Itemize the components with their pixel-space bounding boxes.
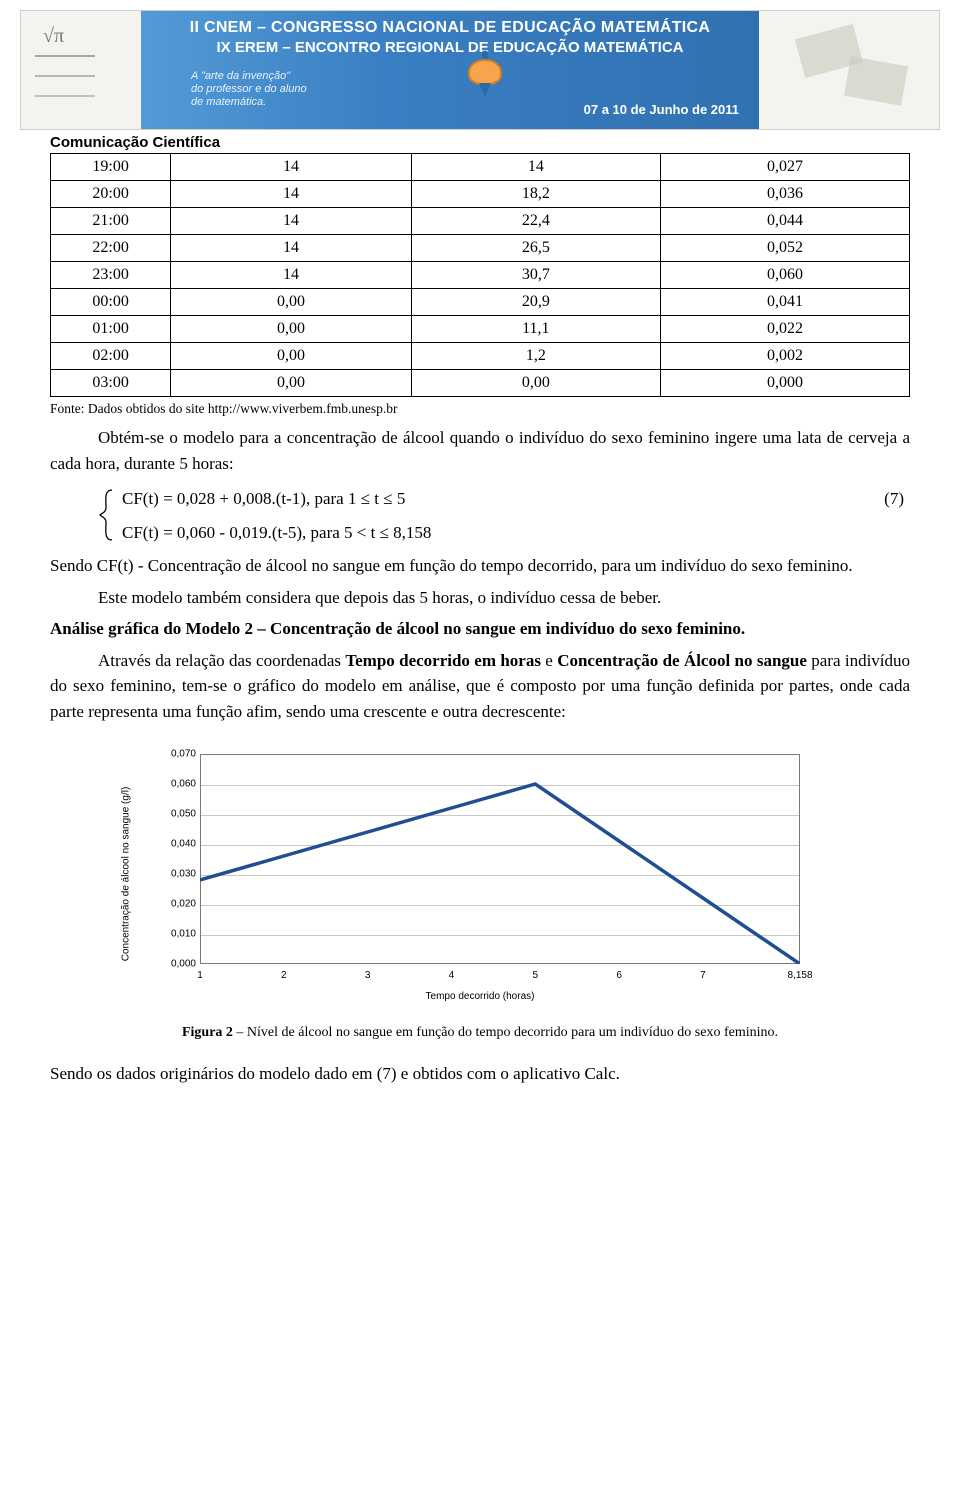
equation-line: CF(t) = 0,028 + 0,008.(t-1), para 1 ≤ t …	[122, 486, 405, 512]
table-source: Fonte: Dados obtidos do site http://www.…	[50, 399, 910, 419]
table-cell: 0,060	[660, 262, 909, 289]
banner-right-decor	[759, 11, 939, 130]
table-cell: 18,2	[411, 181, 660, 208]
equation-line: CF(t) = 0,060 - 0,019.(t-5), para 5 < t …	[122, 520, 431, 546]
table-cell: 19:00	[51, 154, 171, 181]
table-cell: 26,5	[411, 235, 660, 262]
table-cell: 20:00	[51, 181, 171, 208]
table-cell: 0,00	[171, 289, 412, 316]
y-tick-label: 0,010	[160, 927, 196, 942]
paragraph: Obtém-se o modelo para a concentração de…	[50, 425, 910, 476]
plot-area	[200, 754, 800, 964]
table-cell: 00:00	[51, 289, 171, 316]
chart-x-axis-label: Tempo decorrido (horas)	[426, 989, 535, 1004]
paragraph: Através da relação das coordenadas Tempo…	[50, 648, 910, 725]
table-row: 21:001422,40,044	[51, 208, 910, 235]
table-cell: 0,00	[411, 370, 660, 397]
table-cell: 0,00	[171, 370, 412, 397]
gridline	[201, 815, 799, 816]
table-row: 19:0014140,027	[51, 154, 910, 181]
table-cell: 14	[171, 181, 412, 208]
table-row: 23:001430,70,060	[51, 262, 910, 289]
event-banner: II CNEM – CONGRESSO NACIONAL DE EDUCAÇÃO…	[20, 10, 940, 130]
figure-caption-text: – Nível de álcool no sangue em função do…	[233, 1025, 778, 1040]
table-row: 22:001426,50,052	[51, 235, 910, 262]
paragraph: Este modelo também considera que depois …	[50, 585, 910, 611]
x-tick-label: 6	[616, 968, 622, 983]
y-tick-label: 0,000	[160, 957, 196, 972]
section-heading: Análise gráfica do Modelo 2 – Concentraç…	[50, 616, 910, 642]
table-row: 01:000,0011,10,022	[51, 316, 910, 343]
banner-title-1: II CNEM – CONGRESSO NACIONAL DE EDUCAÇÃO…	[161, 19, 739, 37]
table-cell: 14	[171, 262, 412, 289]
banner-center: II CNEM – CONGRESSO NACIONAL DE EDUCAÇÃO…	[141, 11, 759, 129]
gridline	[201, 935, 799, 936]
table-cell: 0,027	[660, 154, 909, 181]
table-cell: 0,022	[660, 316, 909, 343]
table-cell: 22,4	[411, 208, 660, 235]
section-label: Comunicação Científica	[50, 134, 960, 151]
banner-title-2: IX EREM – ENCONTRO REGIONAL DE EDUCAÇÃO …	[161, 39, 739, 56]
table-cell: 30,7	[411, 262, 660, 289]
table-row: 20:001418,20,036	[51, 181, 910, 208]
table-row: 00:000,0020,90,041	[51, 289, 910, 316]
table-cell: 23:00	[51, 262, 171, 289]
equation-number: (7)	[884, 486, 910, 512]
x-tick-label: 3	[365, 968, 371, 983]
x-tick-label: 5	[533, 968, 539, 983]
y-tick-label: 0,070	[160, 747, 196, 762]
banner-date: 07 a 10 de Junho de 2011	[584, 102, 739, 117]
table-cell: 0,000	[660, 370, 909, 397]
gridline	[201, 875, 799, 876]
table-cell: 0,002	[660, 343, 909, 370]
y-tick-label: 0,020	[160, 897, 196, 912]
x-tick-label: 7	[700, 968, 706, 983]
banner-left-decor	[21, 11, 141, 130]
left-brace-icon	[98, 488, 116, 542]
table-cell: 21:00	[51, 208, 171, 235]
table-cell: 14	[171, 235, 412, 262]
figure-number: Figura 2	[182, 1025, 233, 1040]
y-tick-label: 0,060	[160, 777, 196, 792]
chart-y-axis-label: Concentração de álcool no sangue (g/l)	[119, 787, 134, 962]
y-tick-label: 0,050	[160, 807, 196, 822]
table-cell: 20,9	[411, 289, 660, 316]
gridline	[201, 905, 799, 906]
table-cell: 0,00	[171, 316, 412, 343]
paragraph: Sendo CF(t) - Concentração de álcool no …	[50, 553, 910, 579]
table-cell: 1,2	[411, 343, 660, 370]
table-cell: 0,00	[171, 343, 412, 370]
gridline	[201, 845, 799, 846]
x-tick-label: 8,158	[787, 968, 812, 983]
table-cell: 0,052	[660, 235, 909, 262]
table-row: 02:000,001,20,002	[51, 343, 910, 370]
table-cell: 01:00	[51, 316, 171, 343]
chart-container: Concentração de álcool no sangue (g/l) T…	[130, 744, 830, 1004]
table-cell: 0,044	[660, 208, 909, 235]
y-tick-label: 0,030	[160, 867, 196, 882]
paragraph: Sendo os dados originários do modelo dad…	[50, 1061, 910, 1087]
table-cell: 22:00	[51, 235, 171, 262]
table-cell: 03:00	[51, 370, 171, 397]
table-cell: 14	[171, 208, 412, 235]
line-chart: Concentração de álcool no sangue (g/l) T…	[130, 744, 830, 1004]
x-tick-label: 2	[281, 968, 287, 983]
table-cell: 14	[171, 154, 412, 181]
table-cell: 11,1	[411, 316, 660, 343]
table-cell: 0,041	[660, 289, 909, 316]
y-tick-label: 0,040	[160, 837, 196, 852]
table-cell: 14	[411, 154, 660, 181]
x-tick-label: 4	[449, 968, 455, 983]
table-cell: 02:00	[51, 343, 171, 370]
data-table: 19:0014140,02720:001418,20,03621:001422,…	[50, 153, 910, 397]
gridline	[201, 785, 799, 786]
table-cell: 0,036	[660, 181, 909, 208]
spinning-top-icon	[462, 53, 508, 99]
table-row: 03:000,000,000,000	[51, 370, 910, 397]
figure-caption: Figura 2 – Nível de álcool no sangue em …	[50, 1022, 910, 1043]
x-tick-label: 1	[197, 968, 203, 983]
equation-block: CF(t) = 0,028 + 0,008.(t-1), para 1 ≤ t …	[98, 486, 910, 545]
